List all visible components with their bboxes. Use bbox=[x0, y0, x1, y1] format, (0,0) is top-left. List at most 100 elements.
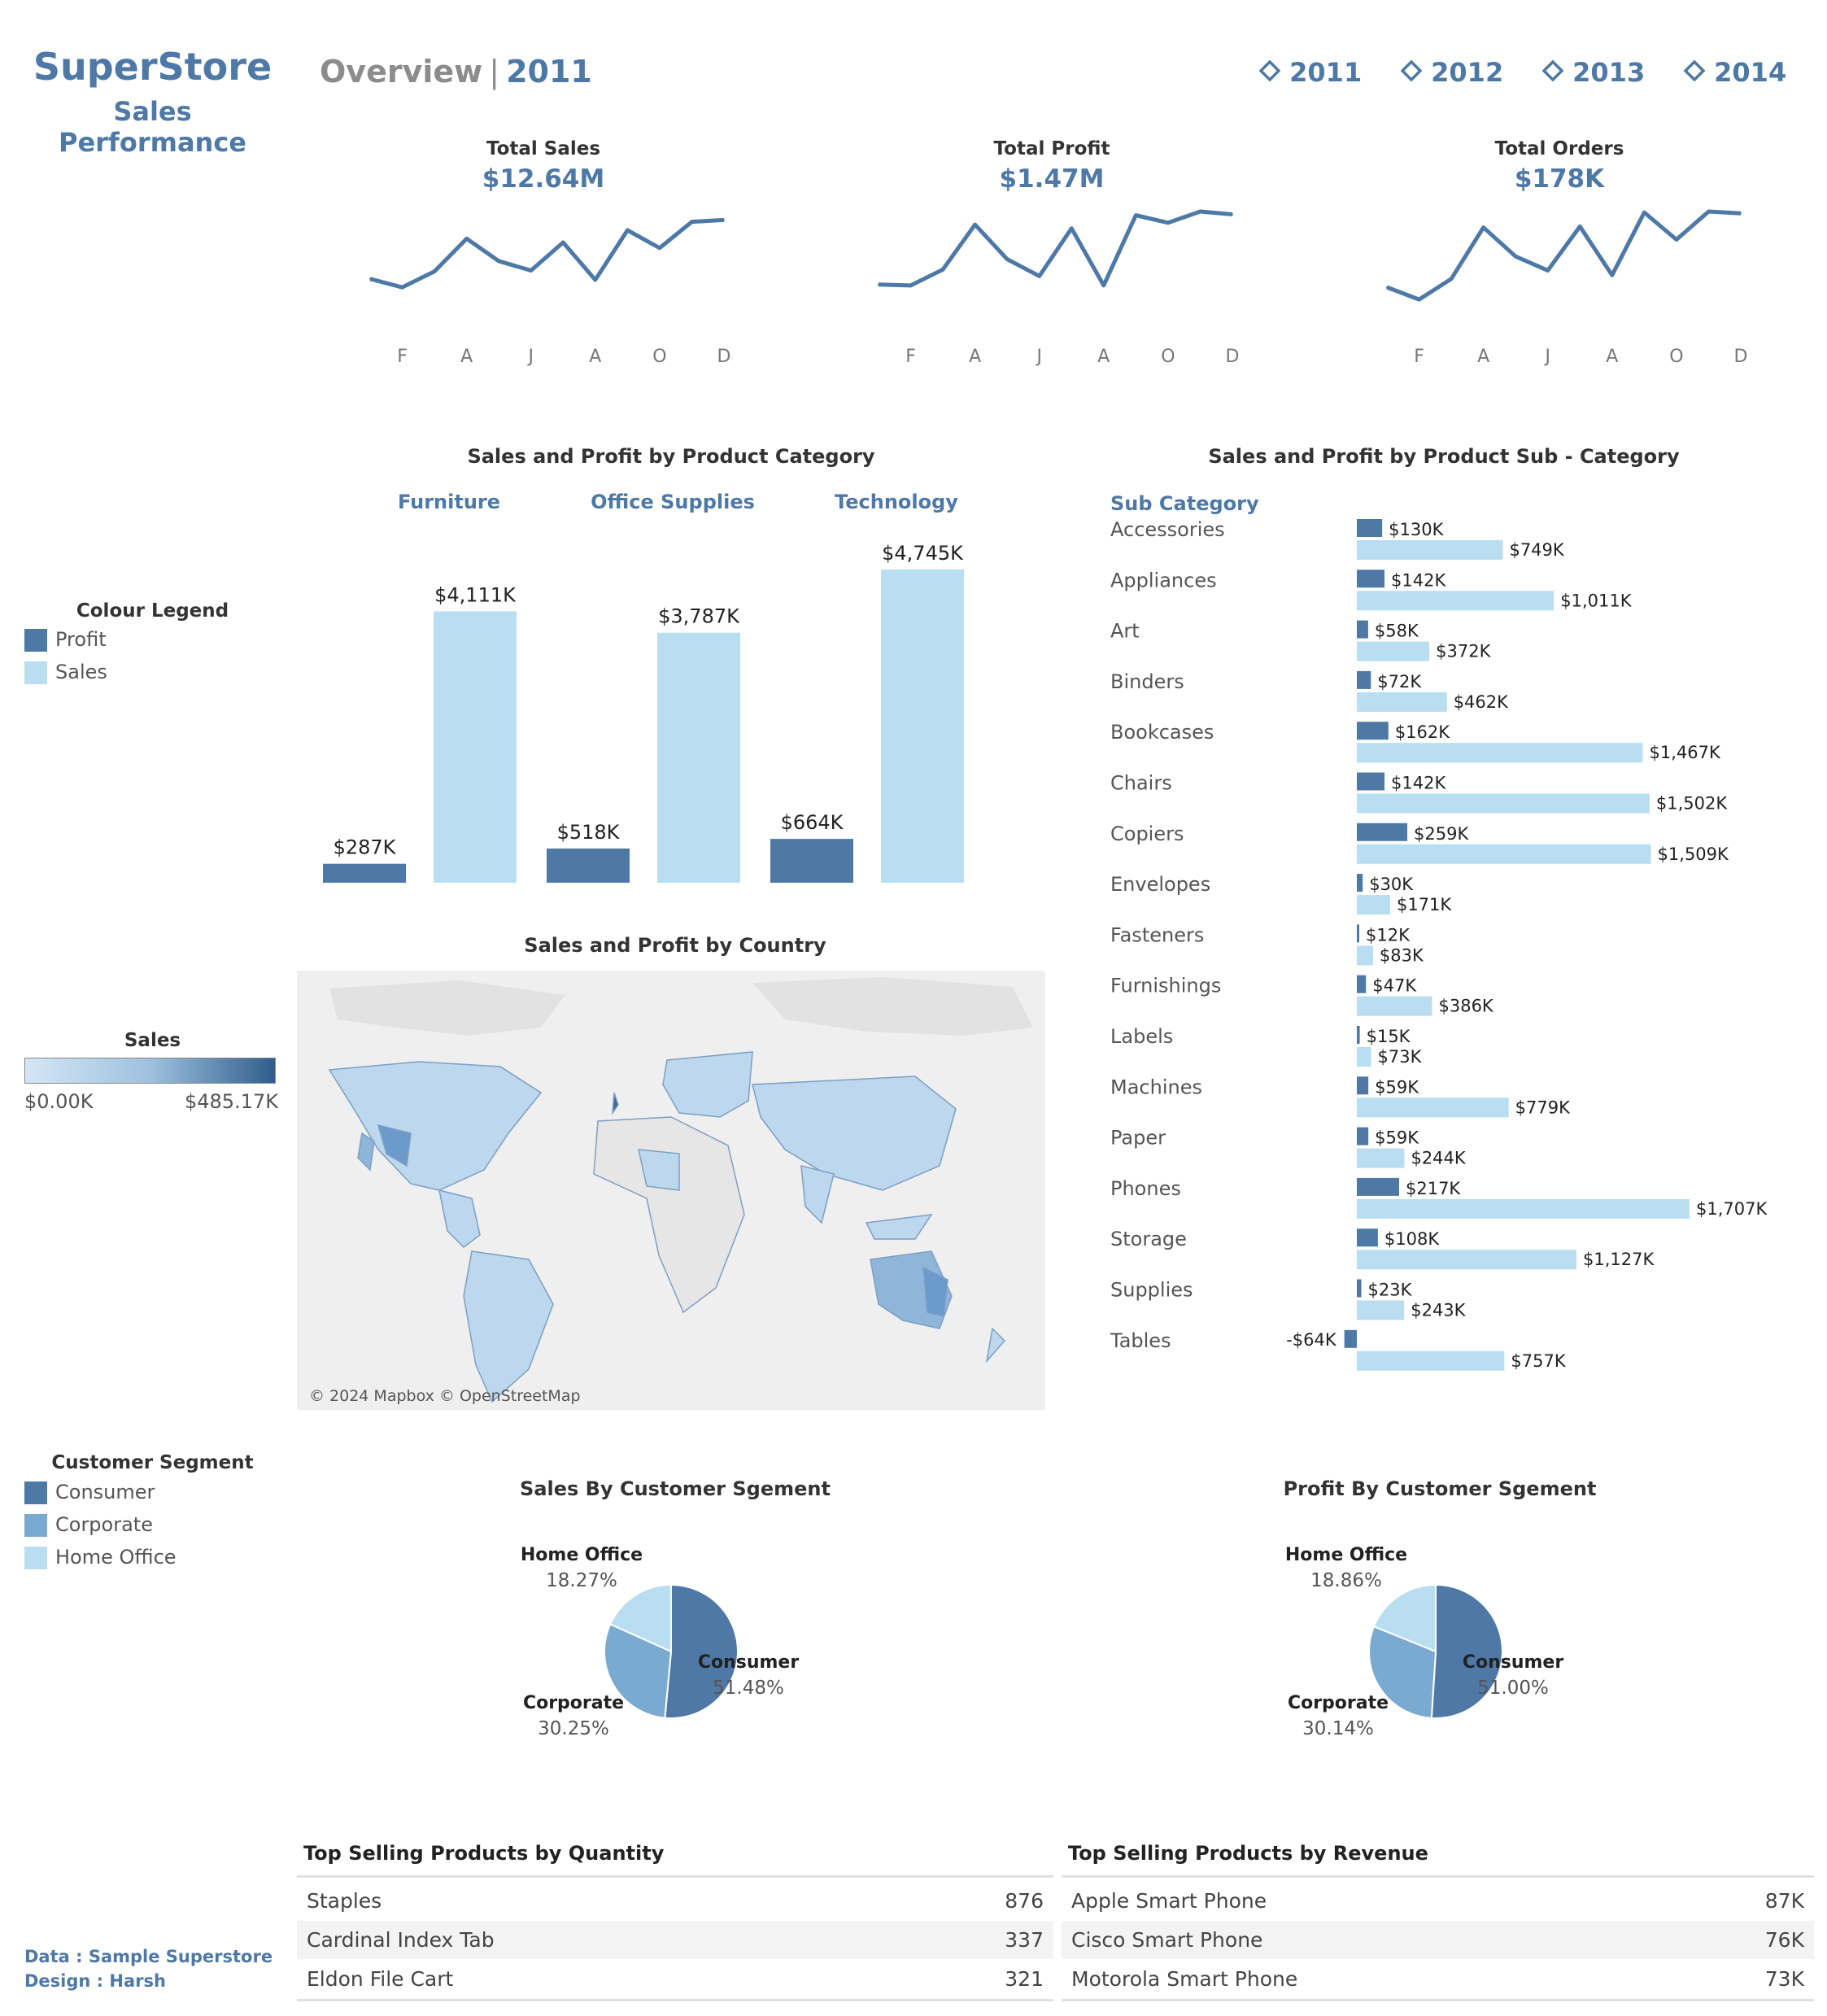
year-filter-label: 2012 bbox=[1431, 57, 1504, 88]
profit-bar[interactable] bbox=[1357, 569, 1385, 588]
product-name: Cisco Smart Phone bbox=[1071, 1928, 1263, 1952]
sparkline-point bbox=[594, 278, 596, 281]
sales-gradient-title: Sales bbox=[124, 1030, 181, 1051]
sparkline-point bbox=[1199, 211, 1201, 212]
profit-bar[interactable] bbox=[1357, 519, 1383, 537]
profit-bar[interactable] bbox=[1357, 874, 1363, 892]
profit-bar[interactable] bbox=[1357, 1228, 1378, 1247]
profit-data-label: $59K bbox=[1375, 1077, 1419, 1097]
chart-title: Sales and Profit by Product Sub - Catego… bbox=[1208, 445, 1680, 468]
sales-bar[interactable] bbox=[1357, 591, 1554, 611]
slice-value-label: 18.27% bbox=[546, 1570, 617, 1591]
x-tick-label: O bbox=[1161, 347, 1175, 367]
sales-bar[interactable] bbox=[1357, 1097, 1509, 1118]
x-tick-label: J bbox=[1035, 347, 1042, 367]
page-title: Overview | 2011 bbox=[320, 54, 592, 89]
profit-bar[interactable] bbox=[1357, 620, 1368, 639]
subcategory-label: Furnishings bbox=[1110, 975, 1221, 997]
sales-data-label: $4,111K bbox=[434, 583, 517, 606]
profit-bar[interactable] bbox=[1357, 924, 1359, 943]
sales-bar[interactable] bbox=[1357, 945, 1373, 966]
pie-slice[interactable] bbox=[604, 1623, 673, 1719]
sales-bar[interactable] bbox=[1357, 1250, 1577, 1270]
profit-data-label: $518K bbox=[557, 821, 621, 844]
sales-bar[interactable] bbox=[1357, 1198, 1690, 1219]
sales-bar[interactable] bbox=[881, 569, 964, 883]
table-row[interactable]: Eldon File Cart 321 bbox=[297, 1960, 1053, 1998]
home-office-swatch bbox=[24, 1547, 47, 1569]
profit-bar[interactable] bbox=[1357, 670, 1371, 689]
sparkline-point bbox=[974, 224, 976, 226]
sales-bar[interactable] bbox=[1357, 743, 1643, 763]
table-row[interactable]: Apple Smart Phone 87K bbox=[1062, 1882, 1814, 1920]
sales-bar[interactable] bbox=[1357, 1148, 1405, 1168]
sales-data-label: $4,745K bbox=[882, 542, 964, 565]
profit-bar[interactable] bbox=[1344, 1329, 1357, 1348]
pie-slice[interactable] bbox=[664, 1583, 739, 1719]
table-row[interactable]: Cisco Smart Phone 76K bbox=[1062, 1921, 1814, 1959]
world-map[interactable]: © 2024 Mapbox © OpenStreetMap bbox=[297, 971, 1045, 1410]
sparkline-point bbox=[1707, 211, 1710, 212]
sales-bar[interactable] bbox=[1357, 844, 1651, 864]
table-row[interactable]: Cardinal Index Tab 337 bbox=[297, 1921, 1053, 1959]
sales-bar[interactable] bbox=[1357, 540, 1503, 560]
year-filter-2012[interactable]: 2012 bbox=[1400, 57, 1504, 88]
slice-value-label: 51.00% bbox=[1477, 1678, 1549, 1699]
profit-data-label: $162K bbox=[1395, 722, 1450, 742]
sales-bar[interactable] bbox=[1357, 1351, 1505, 1371]
pie-slice[interactable] bbox=[1430, 1583, 1503, 1719]
sparkline-point bbox=[878, 283, 879, 286]
profit-bar[interactable] bbox=[1357, 722, 1389, 740]
sparkline-path bbox=[878, 209, 1233, 288]
profit-data-label: $72K bbox=[1377, 672, 1422, 692]
year-filter-2011[interactable]: 2011 bbox=[1258, 57, 1362, 88]
profit-bar[interactable] bbox=[1357, 1076, 1369, 1095]
profit-bar[interactable] bbox=[1357, 823, 1408, 841]
pie-slice[interactable] bbox=[1368, 1625, 1437, 1719]
sales-gradient-max: $485.17K bbox=[185, 1090, 278, 1113]
profit-bar[interactable] bbox=[770, 839, 853, 883]
table-row[interactable]: Staples 876 bbox=[297, 1882, 1053, 1920]
year-filter-2013[interactable]: 2013 bbox=[1541, 57, 1645, 88]
sales-bar[interactable] bbox=[434, 611, 517, 883]
profit-bar[interactable] bbox=[1357, 1177, 1399, 1196]
pie-slice[interactable] bbox=[608, 1583, 672, 1653]
profit-bar[interactable] bbox=[1357, 1127, 1369, 1145]
sales-bar[interactable] bbox=[1357, 1047, 1371, 1067]
year-filter-2014[interactable]: 2014 bbox=[1683, 57, 1786, 88]
subcategory-label: Binders bbox=[1110, 670, 1184, 693]
sales-bar[interactable] bbox=[1357, 641, 1430, 661]
profit-data-label: $217K bbox=[1406, 1179, 1461, 1198]
subcategory-label: Fasteners bbox=[1110, 923, 1204, 946]
profit-data-label: $58K bbox=[1375, 622, 1419, 641]
profit-data-label: $142K bbox=[1391, 570, 1446, 590]
sales-bar[interactable] bbox=[1357, 793, 1650, 814]
sales-bar[interactable] bbox=[1357, 895, 1390, 915]
profit-bar[interactable] bbox=[1357, 975, 1367, 993]
subcategory-label: Envelopes bbox=[1110, 873, 1210, 896]
pie-slice[interactable] bbox=[1372, 1583, 1437, 1653]
subcategory-label: Supplies bbox=[1110, 1279, 1193, 1302]
sparkline-point bbox=[1546, 269, 1549, 272]
x-tick-label: F bbox=[905, 347, 916, 367]
sales-bar[interactable] bbox=[1357, 996, 1432, 1016]
table-row[interactable]: Motorola Smart Phone 73K bbox=[1062, 1960, 1814, 1998]
profit-bar[interactable] bbox=[1357, 1026, 1360, 1044]
profit-bar[interactable] bbox=[547, 848, 630, 883]
sales-bar[interactable] bbox=[1357, 692, 1447, 712]
sales-bar[interactable] bbox=[657, 632, 740, 883]
sparkline-point bbox=[909, 284, 912, 286]
sparkline-point bbox=[1643, 212, 1646, 214]
profit-data-label: $59K bbox=[1375, 1128, 1419, 1148]
profit-bar[interactable] bbox=[1357, 772, 1385, 791]
sales-gradient-bar bbox=[24, 1058, 276, 1084]
sales-data-label: $779K bbox=[1515, 1097, 1571, 1117]
profit-bar[interactable] bbox=[323, 863, 406, 883]
sales-data-label: $1,502K bbox=[1656, 794, 1728, 814]
sales-bar[interactable] bbox=[1357, 1300, 1405, 1320]
category-header: Office Supplies bbox=[591, 491, 755, 513]
subcategory-label: Bookcases bbox=[1110, 721, 1214, 744]
profit-bar[interactable] bbox=[1357, 1279, 1362, 1298]
sales-swatch bbox=[24, 661, 47, 684]
